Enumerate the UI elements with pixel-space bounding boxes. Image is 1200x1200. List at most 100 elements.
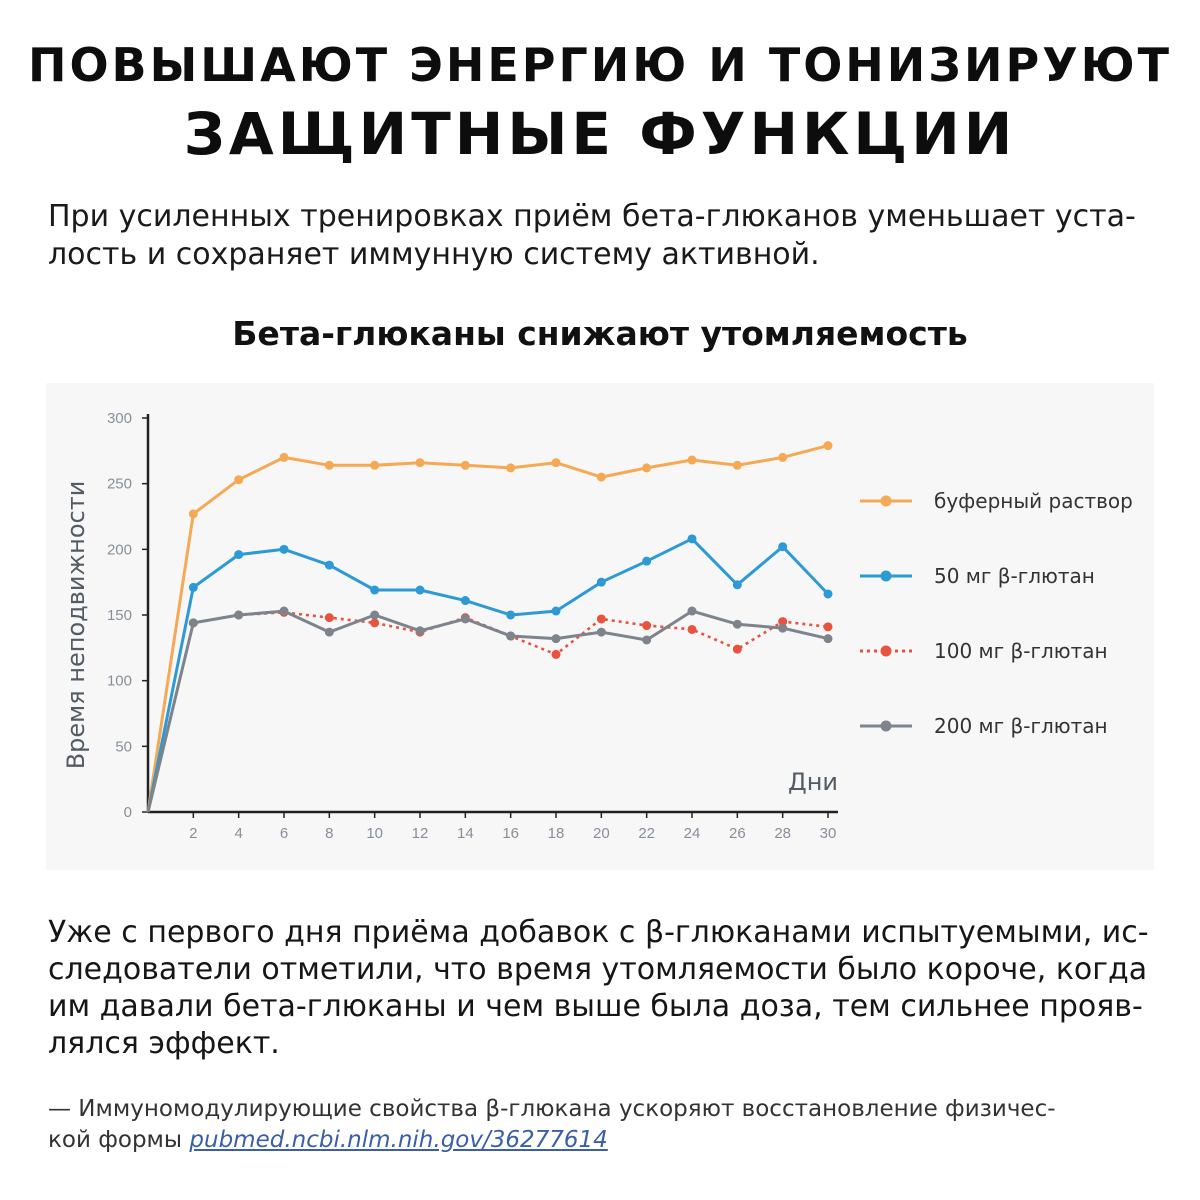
data-point (506, 463, 516, 473)
data-point (551, 634, 561, 644)
intro-line: При усиленных тренировках приём бета-глю… (48, 199, 1136, 234)
data-point (596, 472, 606, 482)
series-line (146, 537, 830, 813)
x-tick-label: 28 (774, 825, 791, 842)
data-point (324, 460, 334, 470)
data-point (234, 610, 244, 620)
page-title-line2: ЗАЩИТНЫЕ ФУНКЦИИ (183, 100, 1017, 168)
data-point (687, 624, 697, 634)
data-point (324, 560, 334, 570)
data-point (642, 635, 652, 645)
data-point (415, 626, 425, 636)
legend-swatch-dot (880, 495, 892, 507)
body-line: лялся эффект. (48, 1026, 280, 1061)
y-tick-label: 150 (107, 607, 132, 624)
y-tick-label: 50 (115, 738, 132, 755)
series-line (146, 444, 829, 813)
legend-label: 100 мг β-глютан (934, 639, 1108, 663)
data-point (642, 621, 652, 631)
body-line: следователи отметили, что время утомляем… (48, 952, 1148, 987)
data-point (823, 441, 833, 451)
source-line: кой формы pubmed.ncbi.nlm.nih.gov/362776… (48, 1125, 1158, 1156)
data-point (551, 649, 561, 659)
data-point (823, 622, 833, 632)
y-tick-label: 200 (107, 541, 132, 558)
data-point (415, 585, 425, 595)
x-tick-label: 30 (820, 825, 837, 842)
x-tick-label: 14 (457, 825, 474, 842)
y-axis-label: Время неподвижности (62, 481, 90, 770)
body-line: им давали бета-глюканы и чем выше была д… (48, 989, 1143, 1024)
body-line: Уже с первого дня приёма добавок с β-глю… (48, 915, 1149, 950)
legend-swatch-dot (880, 720, 892, 732)
data-point (596, 614, 606, 624)
data-point (732, 619, 742, 629)
data-point (778, 617, 788, 627)
data-point (778, 542, 788, 552)
data-point (732, 644, 742, 654)
intro-paragraph: При усиленных тренировках приём бета-глю… (48, 198, 1158, 274)
data-point (460, 460, 470, 470)
page-title-line1: ПОВЫШАЮТ ЭНЕРГИЮ И ТОНИЗИРУЮТ (27, 38, 1173, 92)
data-point (370, 460, 380, 470)
pubmed-link[interactable]: pubmed.ncbi.nlm.nih.gov/36277614 (189, 1127, 608, 1153)
body-paragraph: Уже с первого дня приёма добавок с β-глю… (48, 914, 1158, 1062)
legend-label: буферный раствор (934, 489, 1133, 513)
data-point (551, 458, 561, 468)
data-point (823, 634, 833, 644)
data-point (188, 582, 198, 592)
data-point (642, 463, 652, 473)
chart-panel: 0 50 100 150 200 250 300 2 4 6 8 10 12 14 16 18 20 22 24 26… (46, 383, 1154, 870)
data-point (324, 627, 334, 637)
x-tick-label: 24 (684, 825, 701, 842)
data-point (460, 614, 470, 624)
x-tick-label: 2 (189, 825, 197, 842)
data-point (370, 618, 380, 628)
x-tick-label: 16 (502, 825, 519, 842)
data-point (642, 556, 652, 566)
data-point (596, 627, 606, 637)
series-line (146, 609, 829, 813)
data-point (279, 606, 289, 616)
data-point (732, 460, 742, 470)
legend-label: 50 мг β-глютан (934, 564, 1095, 588)
data-point (778, 623, 788, 633)
data-point (415, 458, 425, 468)
y-tick-label: 300 (107, 410, 132, 427)
x-tick-label: 8 (325, 825, 333, 842)
data-point (234, 475, 244, 485)
data-point (188, 509, 198, 519)
chart-heading: Бета-глюканы снижают утомляемость (232, 314, 968, 353)
data-point (506, 631, 516, 641)
x-tick-label: 26 (729, 825, 746, 842)
data-point (823, 589, 833, 599)
source-line: — Иммуномодулирующие свойства β-глюкана … (48, 1096, 1056, 1122)
data-point (551, 606, 561, 616)
intro-line: лость и сохраняет иммунную систему актив… (48, 237, 820, 272)
data-point (778, 452, 788, 462)
legend-swatch-dot (880, 570, 892, 582)
data-point (324, 613, 334, 623)
x-tick-label: 10 (366, 825, 383, 842)
y-tick-label: 0 (124, 804, 132, 821)
x-tick-label: 12 (412, 825, 429, 842)
series-line (146, 611, 829, 813)
data-point (506, 610, 516, 620)
x-tick-label: 18 (548, 825, 565, 842)
data-point (279, 452, 289, 462)
data-point (188, 618, 198, 628)
data-point (234, 550, 244, 560)
x-tick-label: 6 (280, 825, 288, 842)
source-citation: — Иммуномодулирующие свойства β-глюкана … (48, 1094, 1158, 1156)
data-point (370, 585, 380, 595)
source-prefix: кой формы (48, 1127, 190, 1153)
y-tick-label: 100 (107, 673, 132, 690)
x-tick-label: 22 (638, 825, 655, 842)
data-point (687, 534, 697, 544)
data-point (687, 606, 697, 616)
legend-label: 200 мг β-глютан (934, 714, 1108, 738)
x-tick-label: 20 (593, 825, 610, 842)
data-point (596, 577, 606, 587)
data-point (279, 544, 289, 554)
